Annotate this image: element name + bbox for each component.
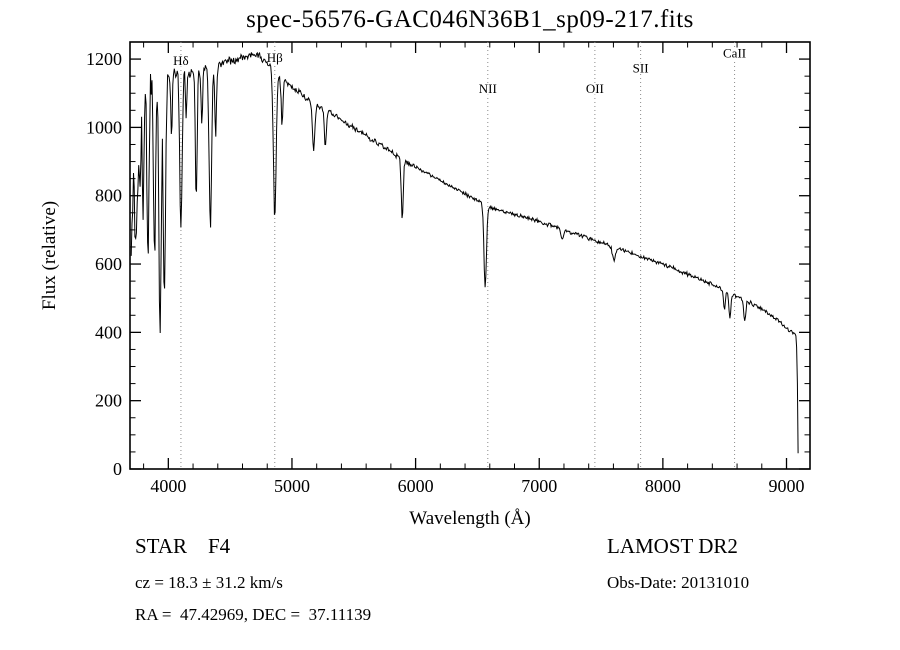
spectral-line-label: SII	[633, 61, 649, 76]
x-axis-title: Wavelength (Å)	[409, 508, 530, 529]
y-tick-label: 1200	[86, 49, 122, 69]
x-tick-label: 5000	[274, 476, 310, 496]
spectral-line-label: CaII	[723, 45, 746, 60]
spectral-line-label: Hβ	[267, 50, 283, 65]
radial-velocity: cz = 18.3 ± 31.2 km/s	[135, 573, 283, 592]
y-tick-label: 0	[113, 459, 122, 479]
plot-frame	[129, 41, 811, 470]
spectral-line-label: Hδ	[173, 53, 189, 68]
x-tick-label: 8000	[645, 476, 681, 496]
y-tick-label: 200	[95, 391, 122, 411]
spectral-line-label: OII	[586, 81, 604, 96]
y-tick-label: 1000	[86, 117, 122, 137]
y-tick-label: 600	[95, 254, 122, 274]
y-axis-title: Flux (relative)	[39, 201, 60, 310]
coordinates: RA = 47.42969, DEC = 37.11139	[135, 605, 372, 624]
y-tick-label: 800	[95, 186, 122, 206]
plot-title: spec-56576-GAC046N36B1_sp09-217.fits	[246, 6, 694, 33]
x-tick-label: 7000	[521, 476, 557, 496]
x-tick-label: 9000	[769, 476, 805, 496]
object-classification: STAR F4	[135, 534, 231, 558]
x-tick-label: 4000	[150, 476, 186, 496]
spectrum-line	[130, 51, 799, 454]
spectral-line-label: NII	[479, 81, 497, 96]
obs-date: Obs-Date: 20131010	[607, 573, 750, 592]
survey-release: LAMOST DR2	[607, 534, 738, 558]
x-tick-label: 6000	[398, 476, 434, 496]
y-tick-label: 400	[95, 322, 122, 342]
